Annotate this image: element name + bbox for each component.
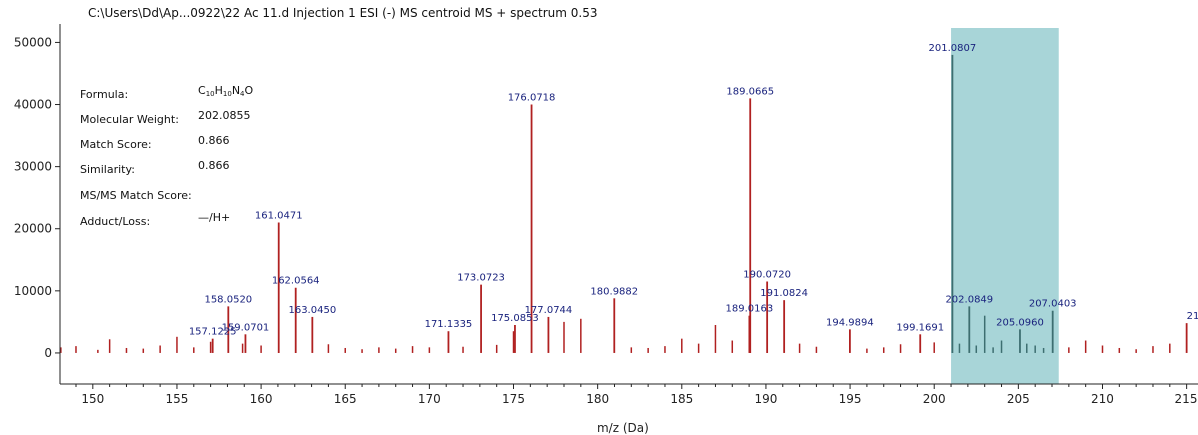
x-tick-label: 205 [1007, 392, 1030, 406]
msms-match-score-label: MS/MS Match Score: [80, 189, 192, 202]
x-tick-label: 150 [81, 392, 104, 406]
x-tick-label: 185 [670, 392, 693, 406]
adduct-loss-value: —/H+ [198, 211, 231, 224]
y-tick-label: 10000 [14, 284, 52, 298]
peak-label: 189.0665 [726, 86, 774, 97]
x-tick-label: 210 [1091, 392, 1114, 406]
peak-label: 205.0960 [996, 317, 1044, 328]
peak-label: 158.0520 [204, 294, 252, 305]
x-tick-label: 155 [166, 392, 189, 406]
peak-label: 202.0849 [945, 294, 993, 305]
peak-label: 189.0163 [726, 304, 774, 315]
y-tick-label: 30000 [14, 160, 52, 174]
formula-part: H [214, 84, 223, 97]
x-tick-label: 190 [754, 392, 777, 406]
peak-labels: 157.1225 158.0520 159.0701 161.0471 162.0564… [189, 43, 1198, 338]
x-tick-label: 165 [334, 392, 357, 406]
match-score-label: Match Score: [80, 138, 152, 151]
adduct-loss-label: Adduct/Loss: [80, 215, 151, 228]
labeled-peaks [211, 54, 1188, 353]
formula-sub: 10 [205, 90, 215, 98]
match-score-value: 0.866 [198, 134, 230, 147]
formula-part: N [231, 84, 241, 97]
y-tick-label: 0 [44, 346, 52, 360]
similarity-label: Similarity: [80, 163, 135, 176]
formula-part: O [244, 84, 254, 97]
formula-label: Formula: [80, 88, 129, 101]
x-axis-label: m/z (Da) [597, 421, 649, 435]
peak-label: 162.0564 [272, 276, 320, 287]
peak-label: 194.9894 [826, 317, 874, 328]
formula-sub: 10 [222, 90, 232, 98]
molecular-weight-value: 202.0855 [198, 109, 251, 122]
minor-peaks [60, 315, 1171, 353]
peak-label: 215.0 [1187, 311, 1198, 322]
formula-value: C10H10N4O [198, 84, 253, 98]
peak-label: 161.0471 [255, 211, 303, 222]
molecular-weight-label: Molecular Weight: [80, 113, 179, 126]
formula-sub: 4 [240, 90, 245, 98]
y-tick-label: 50000 [14, 35, 52, 49]
chart-title: C:\Users\Dd\Ap...0922\22 Ac 11.d Injecti… [88, 6, 598, 20]
x-tick-label: 200 [923, 392, 946, 406]
peak-label: 163.0450 [288, 305, 336, 316]
x-tick-label: 180 [586, 392, 609, 406]
peak-label: 177.0744 [525, 305, 573, 316]
peak-label: 173.0723 [457, 273, 505, 284]
peak-label: 190.0720 [743, 270, 791, 281]
x-tick-label: 170 [418, 392, 441, 406]
peak-label: 157.1225 [189, 327, 237, 338]
peak-label: 207.0403 [1029, 299, 1077, 310]
y-tick-label: 40000 [14, 98, 52, 112]
peak-label: 180.9882 [590, 286, 638, 297]
similarity-value: 0.866 [198, 159, 230, 172]
highlight-region [951, 28, 1059, 384]
x-tick-label: 195 [839, 392, 862, 406]
y-tick-label: 20000 [14, 222, 52, 236]
peak-label: 171.1335 [425, 319, 473, 330]
formula-part: C [198, 84, 206, 97]
peak-label: 201.0807 [929, 43, 977, 54]
x-tick-label: 160 [250, 392, 273, 406]
x-tick-label: 215 [1175, 392, 1198, 406]
y-ticks: 0 10000 20000 30000 40000 50000 [14, 35, 60, 360]
peak-label: 191.0824 [760, 288, 808, 299]
peak-label: 199.1691 [896, 322, 944, 333]
x-tick-label: 175 [502, 392, 525, 406]
x-ticks: 150 155 160 165 170 175 180 185 190 195 200 205 210 2… [75, 384, 1198, 406]
peak-label: 175.0853 [491, 313, 539, 324]
peak-label: 159.0701 [222, 322, 270, 333]
peak-label: 176.0718 [508, 93, 556, 104]
